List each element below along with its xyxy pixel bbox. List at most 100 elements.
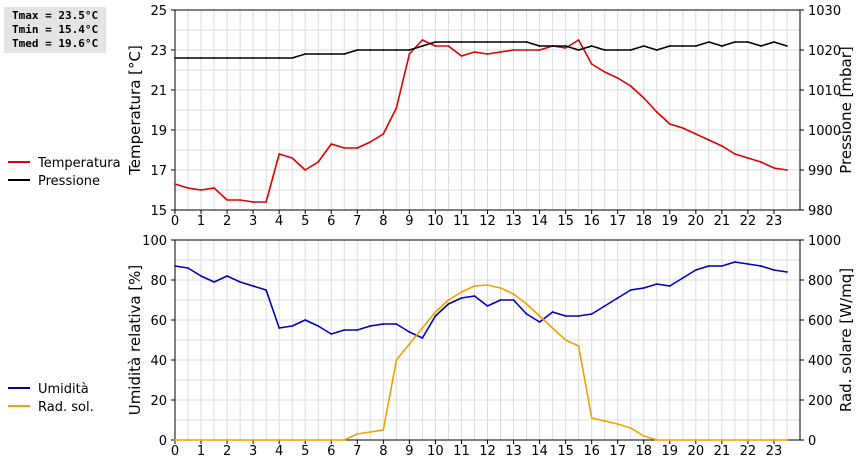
data-point (187, 439, 189, 441)
data-point (304, 439, 307, 441)
data-point (694, 45, 697, 47)
data-point (226, 199, 228, 201)
data-point (226, 439, 228, 441)
x-tick-label: 17 (609, 444, 626, 459)
data-point (551, 45, 554, 47)
y-right-tick-label: 1020 (808, 44, 841, 59)
data-point (239, 439, 242, 441)
x-tick-label: 8 (379, 444, 387, 459)
x-tick-label: 5 (301, 444, 309, 459)
data-point (408, 49, 411, 51)
data-point (564, 339, 567, 341)
data-point (499, 51, 502, 53)
x-tick-label: 4 (275, 444, 283, 459)
data-point (174, 57, 176, 59)
data-point (564, 45, 567, 47)
x-tick-label: 16 (583, 214, 600, 229)
data-point (720, 145, 723, 147)
data-point (773, 269, 775, 271)
data-point (291, 57, 294, 59)
data-point (434, 45, 437, 47)
y-left-axis-label: Umidità relativa [%] (126, 265, 144, 416)
x-tick-label: 13 (505, 214, 522, 229)
data-point (760, 161, 762, 163)
x-tick-label: 21 (714, 214, 731, 229)
data-point (707, 265, 710, 267)
y-left-tick-label: 100 (142, 234, 167, 249)
data-point (460, 297, 463, 299)
data-point (421, 45, 424, 47)
data-point (486, 305, 489, 307)
data-point (590, 63, 593, 65)
data-point (226, 57, 228, 59)
data-point (213, 187, 215, 189)
data-point (499, 299, 502, 301)
data-point (747, 157, 749, 159)
data-point (265, 57, 268, 59)
y-left-tick-label: 21 (150, 84, 167, 99)
legend-label: Umidità (38, 382, 89, 397)
data-point (629, 289, 632, 291)
y-right-axis-label: Rad. solare [W/mq] (837, 268, 855, 412)
data-point (773, 439, 775, 441)
data-point (252, 285, 255, 287)
x-tick-label: 16 (583, 444, 600, 459)
x-tick-label: 12 (479, 444, 496, 459)
data-point (317, 161, 320, 163)
stats-box: Tmax = 23.5°C Tmin = 15.4°C Tmed = 19.6°… (4, 7, 106, 53)
x-tick-label: 17 (609, 214, 626, 229)
data-point (304, 53, 307, 55)
data-point (395, 49, 398, 51)
y-right-tick-label: 1010 (808, 84, 841, 99)
x-tick-label: 9 (405, 214, 413, 229)
legend-label: Temperatura (37, 156, 121, 171)
data-point (564, 315, 567, 317)
data-point (369, 325, 372, 327)
data-point (747, 41, 749, 43)
data-point (512, 293, 515, 295)
data-point (577, 49, 580, 51)
data-point (421, 39, 424, 41)
x-tick-label: 15 (557, 214, 574, 229)
x-tick-label: 1 (197, 444, 205, 459)
data-point (786, 439, 788, 441)
data-point (525, 303, 528, 305)
data-point (642, 435, 645, 437)
data-point (733, 261, 736, 263)
data-point (213, 281, 215, 283)
data-point (538, 49, 541, 51)
data-point (786, 169, 788, 171)
y-right-tick-label: 990 (808, 164, 833, 179)
y-left-tick-label: 20 (150, 394, 167, 409)
data-point (486, 53, 489, 55)
data-point (707, 439, 710, 441)
data-point (720, 45, 723, 47)
x-tick-label: 1 (197, 214, 205, 229)
data-point (382, 133, 385, 135)
data-point (655, 111, 658, 113)
y-left-tick-label: 17 (150, 164, 167, 179)
data-point (278, 439, 281, 441)
data-point (356, 329, 359, 331)
data-point (786, 45, 788, 47)
x-tick-label: 7 (353, 444, 361, 459)
data-point (720, 439, 723, 441)
data-point (252, 57, 255, 59)
data-point (200, 439, 202, 441)
x-tick-label: 23 (766, 444, 783, 459)
stats-tmin: Tmin = 15.4°C (12, 23, 99, 36)
data-point (460, 41, 463, 43)
data-point (330, 53, 333, 55)
data-point (356, 433, 359, 435)
data-point (681, 439, 684, 441)
data-point (603, 71, 606, 73)
x-tick-label: 11 (453, 444, 470, 459)
data-point (681, 127, 684, 129)
data-point (395, 323, 398, 325)
data-point (642, 97, 645, 99)
y-right-tick-label: 1000 (808, 124, 841, 139)
y-right-tick-label: 400 (808, 354, 833, 369)
data-point (343, 53, 346, 55)
data-point (590, 313, 593, 315)
data-point (590, 45, 593, 47)
